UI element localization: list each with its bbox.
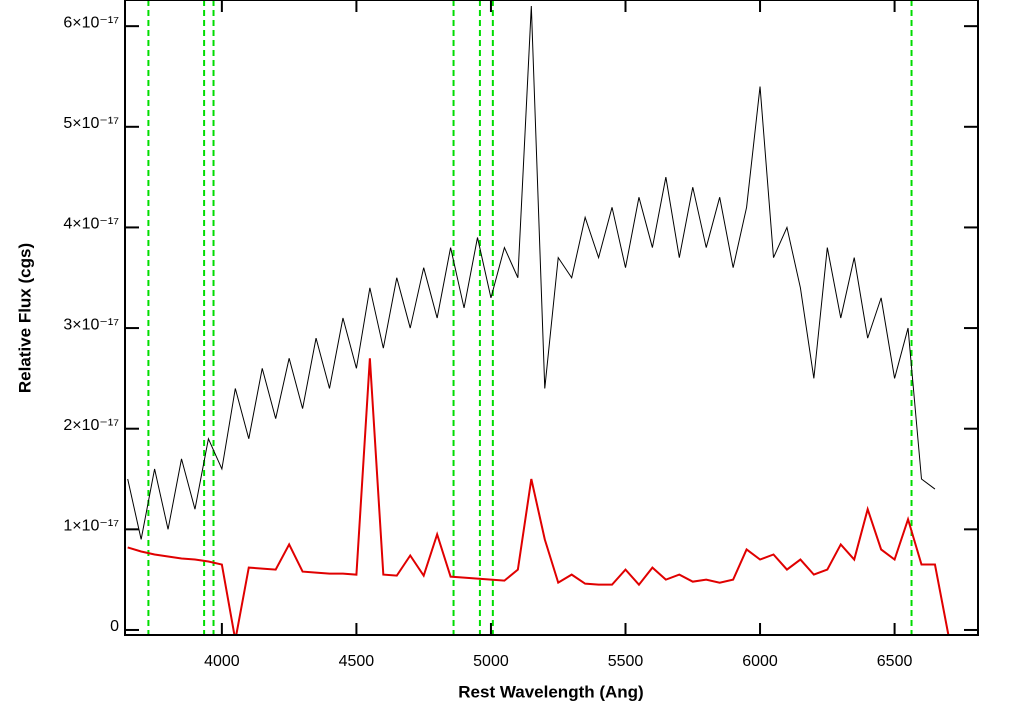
x-axis-title: Rest Wavelength (Ang) (458, 682, 643, 701)
x-tick-label: 6500 (877, 653, 913, 670)
y-tick-label: 3×10⁻¹⁷ (63, 316, 119, 333)
x-tick-label: 4000 (204, 653, 240, 670)
y-tick-label: 6×10⁻¹⁷ (63, 14, 119, 31)
x-tick-label: 5500 (608, 653, 644, 670)
y-tick-label: 4×10⁻¹⁷ (63, 216, 119, 233)
x-tick-label: 4500 (339, 653, 375, 670)
y-tick-label: 2×10⁻¹⁷ (63, 417, 119, 434)
data-line (127, 358, 976, 635)
data-line (127, 6, 936, 540)
x-tick-label: 5000 (473, 653, 509, 670)
y-axis-title: Relative Flux (cgs) (15, 243, 34, 393)
x-tick-label: 6000 (742, 653, 778, 670)
y-tick-label: 5×10⁻¹⁷ (63, 115, 119, 132)
plot-frame (124, 0, 979, 636)
y-tick-label: 1×10⁻¹⁷ (63, 518, 119, 535)
y-tick-label: 0 (110, 618, 119, 635)
